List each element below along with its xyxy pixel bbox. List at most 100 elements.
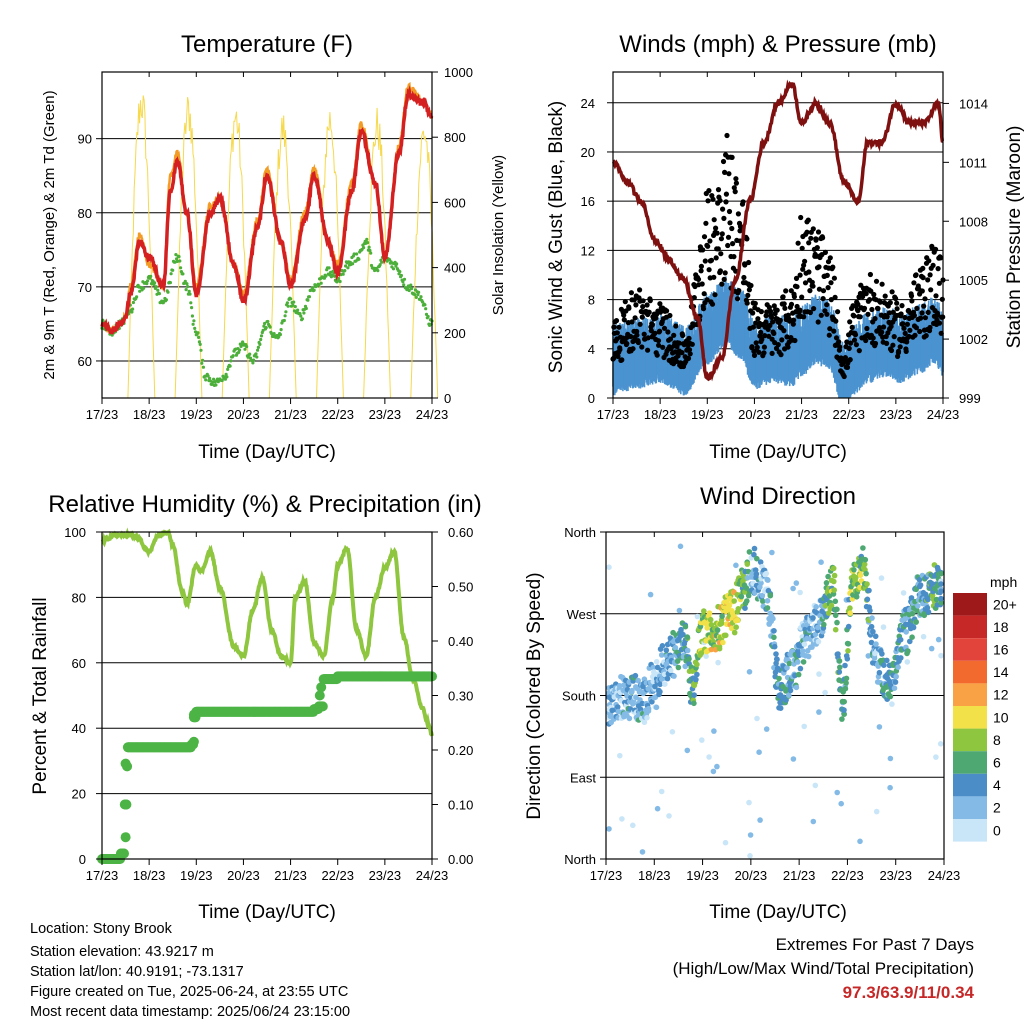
gust-point (909, 298, 915, 304)
gust-point (734, 296, 741, 302)
precip-point (314, 690, 325, 701)
wind-direction-point (652, 683, 658, 690)
wind-direction-point (844, 656, 851, 662)
dewpoint-point (410, 287, 414, 291)
gust-point (801, 314, 807, 320)
wind-direction-point (831, 572, 838, 579)
wind-direction-point (876, 724, 883, 730)
gust-point (818, 312, 824, 318)
gust-point (657, 328, 663, 334)
wind-direction-point (845, 623, 852, 630)
gust-point (825, 259, 832, 265)
wind-direction-point (663, 647, 670, 653)
gust-point (741, 274, 747, 281)
gust-point (742, 262, 748, 268)
wind-direction-point (900, 590, 907, 596)
dewpoint-point (266, 319, 270, 324)
y2-tick-label: 1005 (959, 273, 988, 288)
wind-direction-point (914, 607, 920, 614)
wind-direction-point (920, 633, 927, 640)
dewpoint-point (231, 354, 235, 358)
wind-direction-point (632, 672, 639, 679)
wind-direction-point (891, 685, 898, 691)
dewpoint-point (426, 314, 430, 319)
gust-point (633, 302, 639, 308)
gust-point (836, 339, 842, 345)
gust-point (902, 314, 908, 321)
gust-point (631, 297, 637, 303)
dewpoint-point (319, 281, 323, 285)
dewpoint-point (187, 289, 191, 293)
gust-point (748, 282, 754, 289)
y-tick-label: North (564, 525, 596, 540)
gust-point (705, 198, 711, 204)
gust-point (799, 294, 805, 300)
y-tick-label: South (562, 689, 596, 704)
gust-point (833, 335, 840, 341)
wind-direction-point (650, 664, 657, 671)
gust-point (753, 340, 759, 346)
gust-point (711, 274, 717, 280)
gust-point (846, 345, 852, 351)
colorbar-swatch (953, 683, 987, 706)
wind-direction-point (853, 594, 860, 600)
gust-point (731, 254, 737, 260)
dewpoint-point (131, 307, 135, 311)
wind-direction-point (815, 624, 821, 631)
x-tick-label: 18/23 (644, 407, 677, 422)
y-tick-label: 24 (581, 96, 595, 111)
pressure-y-label: Station Pressure (Maroon) (1004, 126, 1024, 349)
dewpoint-point (289, 297, 293, 301)
extremes-block: Extremes For Past 7 Days (High/Low/Max W… (673, 935, 974, 1003)
gust-point (637, 321, 643, 327)
wind-direction-point (619, 816, 625, 822)
dewpoint-point (146, 279, 150, 283)
wind-direction-point (801, 641, 808, 647)
dewpoint-point (258, 342, 262, 346)
gust-point (857, 314, 863, 320)
wind-direction-point (917, 582, 924, 588)
dewpoint-point (223, 377, 227, 381)
humidity-title: Relative Humidity (%) & Precipitation (i… (48, 491, 481, 518)
dewpoint-point (398, 270, 402, 274)
wind-direction-point (797, 665, 804, 672)
wind-direction-point (909, 634, 915, 640)
wind-direction-point (867, 607, 873, 614)
dewpoint-point (168, 281, 172, 285)
wind-direction-point (629, 687, 635, 694)
dewpoint-point (191, 322, 195, 326)
gust-point (617, 347, 623, 353)
x-tick-label: 21/23 (274, 868, 307, 883)
dewpoint-point (343, 269, 347, 273)
wind-direction-point (916, 576, 923, 583)
gust-point (877, 325, 883, 331)
gust-point (698, 268, 704, 274)
dewpoint-point (259, 334, 264, 338)
wind-direction-point (880, 624, 887, 630)
gust-point (919, 310, 925, 316)
wind-direction-point (903, 629, 909, 635)
x-tick-label: 23/23 (880, 407, 913, 422)
gust-point (894, 306, 900, 312)
wind-direction-point (645, 705, 652, 712)
y-tick-label: East (570, 770, 596, 785)
wind-direction-point (754, 555, 760, 562)
temperature-x-label: Time (Day/UTC) (198, 442, 336, 463)
wind-direction-point (630, 822, 636, 829)
gust-point (736, 288, 742, 294)
y-tick-label: 70 (78, 280, 92, 295)
gust-point (841, 373, 847, 380)
dewpoint-point (395, 262, 399, 266)
gust-point (832, 294, 838, 300)
wind-direction-point (765, 577, 771, 583)
gust-point (788, 301, 795, 307)
wind-direction-point (649, 699, 655, 705)
wind-direction-point (937, 741, 944, 747)
gust-point (717, 197, 723, 204)
y2-tick-label: 0.00 (448, 852, 473, 867)
gust-point (781, 328, 787, 334)
gust-point (890, 309, 896, 315)
gust-point (656, 342, 662, 348)
gust-point (686, 335, 692, 341)
x-tick-label: 19/23 (180, 407, 213, 422)
